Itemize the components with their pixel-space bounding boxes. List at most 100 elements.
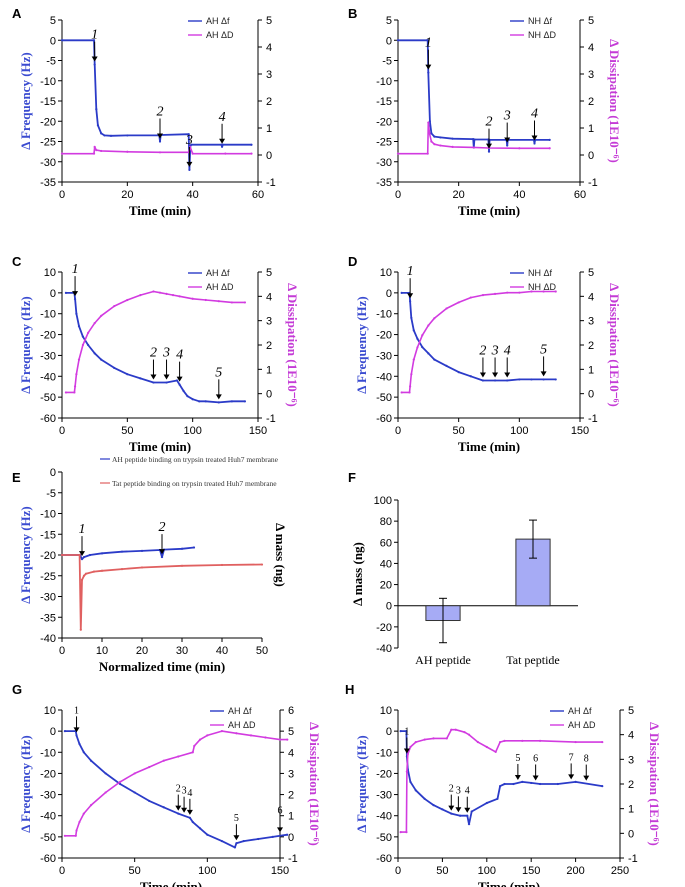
data-point <box>92 570 96 573</box>
data-point <box>160 555 164 559</box>
event-label: 4 <box>187 788 192 799</box>
y-tick-label: 100 <box>374 495 392 507</box>
data-point <box>63 834 67 837</box>
y2-tick-label: 4 <box>266 42 272 54</box>
data-point <box>409 300 412 303</box>
event-label: 5 <box>234 813 239 824</box>
data-point <box>538 782 542 786</box>
data-point <box>198 827 202 830</box>
data-point <box>400 291 403 294</box>
data-point <box>430 132 433 135</box>
data-point <box>470 810 473 813</box>
data-point <box>80 558 84 561</box>
data-point <box>158 291 162 294</box>
data-point <box>63 730 67 733</box>
y-axis-label: Δ Frequency (Hz) <box>18 52 33 149</box>
event-label: 4 <box>219 110 226 125</box>
data-point <box>235 842 238 845</box>
legend-label: NH Δf <box>528 16 553 26</box>
y-tick-label: -25 <box>376 137 392 149</box>
x-tick-label: 0 <box>395 425 401 437</box>
data-point <box>467 733 471 736</box>
event-label: 5 <box>215 365 222 380</box>
data-point <box>548 138 551 141</box>
x-axis-label: Time (min) <box>129 203 191 218</box>
y-tick-label: -50 <box>376 392 392 404</box>
data-point <box>409 780 412 783</box>
y-tick-label: -10 <box>40 747 56 759</box>
data-point <box>499 785 502 788</box>
data-point <box>503 739 506 742</box>
y-tick-label: 0 <box>386 726 392 738</box>
x-axis-label: Normalized time (min) <box>99 659 225 674</box>
y-tick-label: 5 <box>50 15 56 27</box>
y2-tick-label: -1 <box>628 853 638 865</box>
y-tick-label: -20 <box>40 768 56 780</box>
event-label: 3 <box>162 346 170 361</box>
event-label: 1 <box>72 262 79 277</box>
data-point <box>220 839 223 843</box>
y-tick-label: 40 <box>380 558 392 570</box>
data-point <box>188 168 191 171</box>
category-label: AH peptide <box>415 653 471 667</box>
y-tick-label: 20 <box>380 580 392 592</box>
y-tick-label: -5 <box>46 488 56 500</box>
data-point <box>206 833 209 836</box>
event-label: 1 <box>74 705 79 716</box>
event-label: 4 <box>176 348 183 363</box>
event-arrowhead <box>514 774 521 780</box>
event-arrowhead <box>157 133 163 139</box>
panel-e: E -40 -35 -30 -25 -20 -15 -10 -5 0 0 10 20 30 40 50 Norm… <box>12 455 288 674</box>
data-point <box>178 295 181 298</box>
y2-tick-label: 4 <box>288 747 294 759</box>
y2-tick-label: 0 <box>266 389 272 401</box>
data-point <box>120 568 124 571</box>
data-point <box>133 791 136 794</box>
event-arrowhead <box>448 805 455 811</box>
data-point <box>399 831 402 834</box>
data-point <box>432 737 435 740</box>
data-point <box>82 751 85 754</box>
data-point <box>80 578 84 582</box>
x-tick-label: 60 <box>574 189 586 201</box>
data-point <box>250 143 253 146</box>
y-tick-label: -20 <box>40 116 56 128</box>
data-point <box>427 71 430 74</box>
data-point <box>428 132 431 135</box>
y2-tick-label: 3 <box>266 316 272 328</box>
x-tick-label: 100 <box>183 425 201 437</box>
y2-tick-label: 0 <box>288 832 294 844</box>
data-point <box>73 385 77 388</box>
data-point <box>79 628 82 631</box>
data-point <box>140 549 144 552</box>
y-tick-label: -60 <box>40 853 56 865</box>
data-point <box>457 301 460 304</box>
y-tick-label: -50 <box>40 832 56 844</box>
y-tick-label: 0 <box>50 35 56 47</box>
data-point <box>406 753 409 756</box>
legend-label: AH Δf <box>206 268 230 278</box>
data-point <box>530 378 533 381</box>
y-axis-label: Δ Frequency (Hz) <box>18 506 33 603</box>
data-point <box>140 566 144 569</box>
data-point <box>177 755 180 758</box>
y-axis-label: Δ Frequency (Hz) <box>18 735 33 832</box>
data-point <box>518 147 521 150</box>
y2-axis-label: Δ mass (ng) <box>273 523 288 587</box>
data-point <box>100 132 103 135</box>
event-arrowhead <box>504 372 511 378</box>
data-point <box>426 39 429 42</box>
event-arrowhead <box>233 835 240 841</box>
y2-tick-label: 5 <box>588 267 594 279</box>
data-point <box>405 831 408 834</box>
x-tick-label: 250 <box>611 865 629 877</box>
event-label: 2 <box>449 784 454 795</box>
x-tick-label: 0 <box>59 425 65 437</box>
data-point <box>451 145 454 148</box>
event-label: 1 <box>79 522 86 537</box>
legend-label: AH ΔD <box>206 30 234 40</box>
data-point <box>75 829 78 832</box>
event-label: 2 <box>479 343 486 358</box>
data-point <box>100 314 103 317</box>
